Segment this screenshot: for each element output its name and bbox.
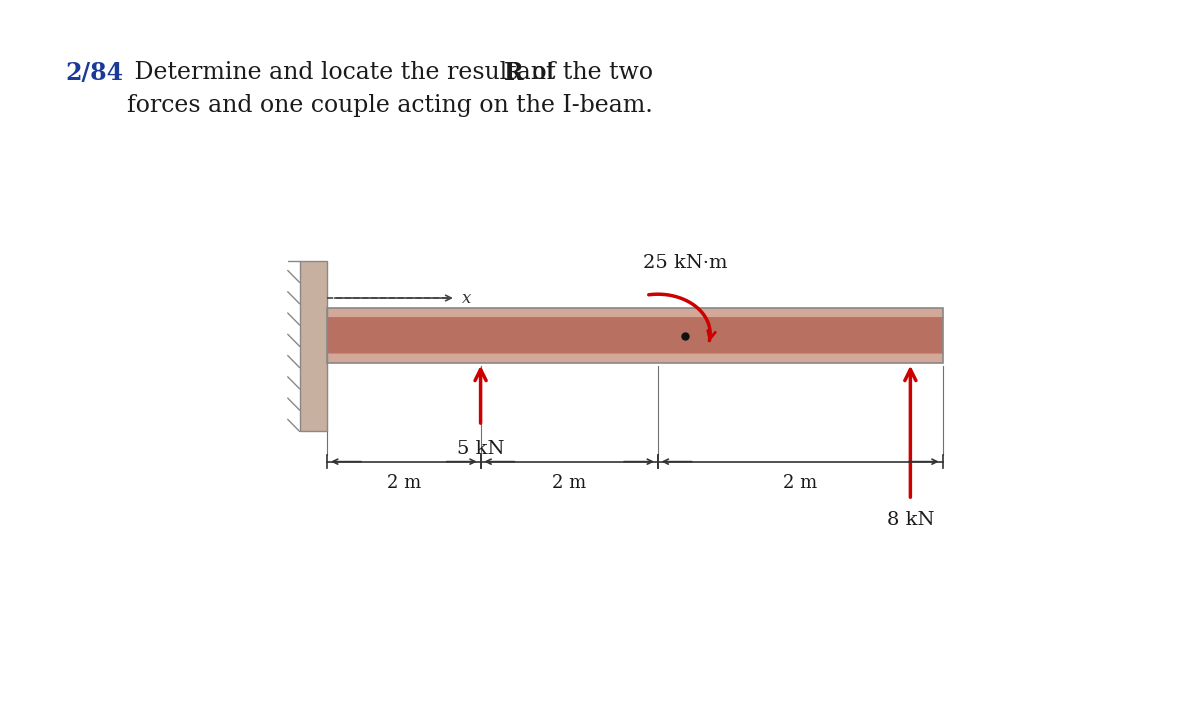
Text: Determine and locate the resultant: Determine and locate the resultant [127,61,563,83]
Text: of the two: of the two [525,61,653,83]
Text: 2 m: 2 m [552,473,587,492]
Text: 8 kN: 8 kN [886,511,934,529]
Bar [327,317,942,354]
Text: R: R [504,61,524,85]
Bar [327,354,942,363]
Text: 5 kN: 5 kN [457,440,505,458]
Text: 25 kN·m: 25 kN·m [643,255,728,272]
Text: forces and one couple acting on the I-beam.: forces and one couple acting on the I-be… [127,94,653,117]
Text: 2 m: 2 m [783,473,818,492]
Bar [327,308,942,363]
Text: x: x [462,289,472,307]
Bar [327,308,942,317]
Bar [300,261,327,431]
Text: 2/84: 2/84 [65,61,123,85]
Text: 2 m: 2 m [386,473,421,492]
